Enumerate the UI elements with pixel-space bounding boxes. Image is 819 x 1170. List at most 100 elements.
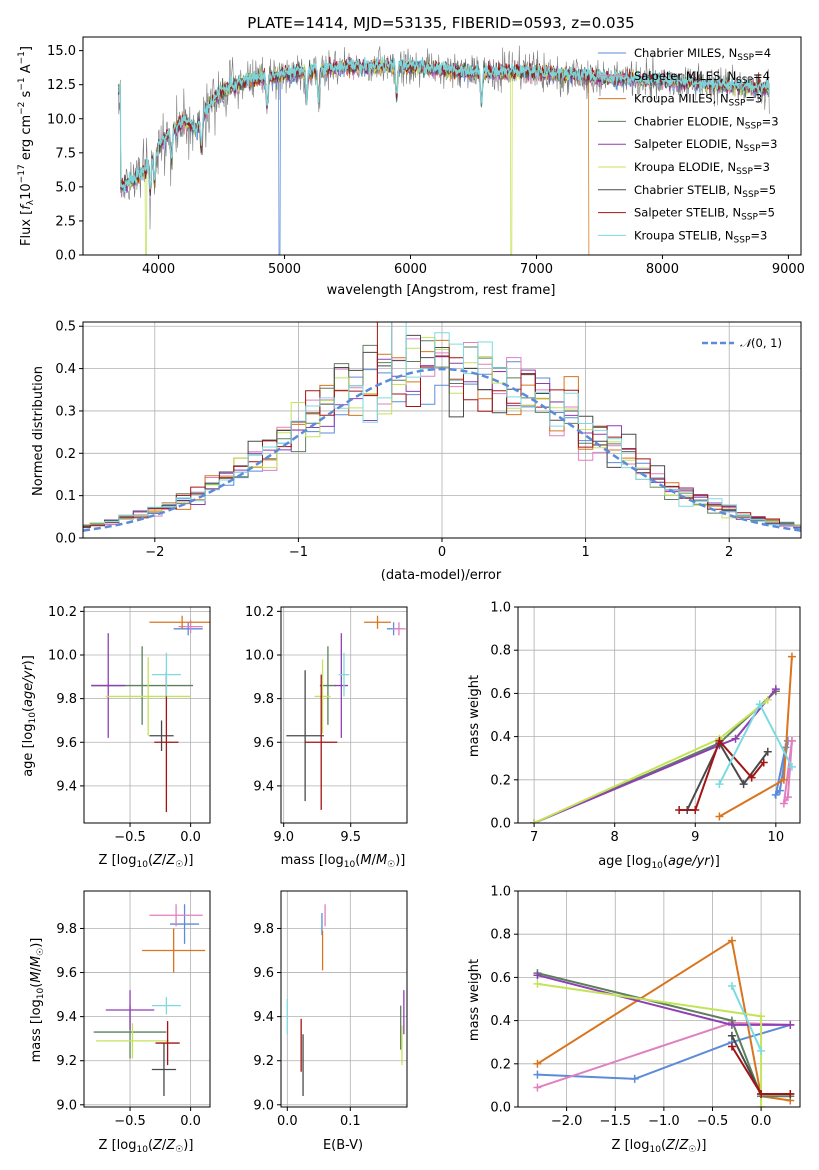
x-tick-label: 8000 bbox=[646, 262, 679, 277]
mass-weight-marker bbox=[533, 1070, 542, 1079]
legend-count: =3 bbox=[750, 228, 767, 242]
mass-weight-line bbox=[537, 972, 791, 1098]
plot-area bbox=[286, 615, 406, 810]
spectrum-ylabel: Flux [fλ10−17 erg cm−2 s−1 A−1] bbox=[17, 46, 36, 246]
x-tick-label: −1.5 bbox=[599, 1114, 631, 1129]
model-spectrum bbox=[117, 56, 770, 193]
mass-weight-line bbox=[730, 985, 763, 1052]
mass-weight-marker bbox=[763, 747, 772, 756]
plot-area bbox=[117, 45, 770, 255]
mass-weight-marker bbox=[779, 775, 788, 784]
x-tick-label: 9.5 bbox=[340, 830, 361, 845]
spectrum-legend-label: Kroupa ELODIE, NSSP=3 bbox=[634, 160, 770, 177]
mass-weight-marker bbox=[757, 1103, 766, 1107]
y-tick-label: 9.2 bbox=[253, 1054, 274, 1069]
mass-weight-marker bbox=[779, 799, 788, 808]
legend-count: =4 bbox=[753, 69, 770, 83]
x-tick-label: 10 bbox=[768, 830, 785, 845]
mass-weight-marker bbox=[727, 936, 736, 945]
y-tick-label: 10.0 bbox=[48, 649, 77, 664]
y-tick-label: 10.0 bbox=[245, 649, 274, 664]
plot-area bbox=[91, 615, 210, 813]
mass-weight-marker bbox=[763, 695, 772, 704]
y-tick-label: 15.0 bbox=[47, 44, 76, 59]
metallicity-age-panel: −0.5 0.0 9.4 9.6 9.8 10.0 10.2 bbox=[48, 605, 211, 845]
y-tick-label: 2.5 bbox=[55, 214, 76, 229]
mass-weight-line bbox=[686, 740, 769, 811]
plot-area bbox=[530, 652, 796, 823]
spectrum-legend-label: Chabrier STELIB, NSSP=5 bbox=[634, 183, 776, 200]
y-tick-label: 0.0 bbox=[490, 817, 511, 832]
metallicity-massweight-panel: −2.0 −1.5 −1.0 −0.5 0.0 0.0 0.2 0.4 0.6 0.8 1.0 bbox=[490, 885, 801, 1129]
residual-histogram-steps bbox=[83, 334, 801, 528]
legend-count: =5 bbox=[759, 183, 776, 197]
plot-area bbox=[83, 322, 801, 532]
legend-count: =4 bbox=[754, 46, 771, 60]
x-tick-label: 0.1 bbox=[340, 1114, 361, 1129]
mass-weight-line bbox=[782, 740, 793, 805]
y-tick-label: 0.4 bbox=[55, 362, 76, 377]
x-tick-label: 0.0 bbox=[277, 1114, 298, 1129]
y-tick-label: 0.8 bbox=[490, 928, 511, 943]
x-tick-label: 2 bbox=[725, 545, 733, 560]
y-tick-label: 0.1 bbox=[55, 489, 76, 504]
mass-weight-marker bbox=[739, 780, 748, 789]
y-tick-label: 9.6 bbox=[56, 966, 77, 981]
histogram-ylabel: Normed distribution bbox=[31, 366, 46, 496]
legend-subscript: SSP bbox=[734, 235, 751, 245]
normal-curve-legend-label: 𝒩(0, 1) bbox=[740, 336, 782, 350]
legend-subscript: SSP bbox=[736, 76, 753, 86]
legend-count: =5 bbox=[758, 206, 775, 220]
y-tick-label: 9.8 bbox=[253, 922, 274, 937]
y-tick-label: 0.0 bbox=[55, 249, 76, 264]
mass-weight-marker bbox=[787, 652, 796, 661]
x-tick-label: −0.5 bbox=[114, 1114, 146, 1129]
spectrum-legend-label: Chabrier ELODIE, NSSP=3 bbox=[634, 114, 779, 131]
x-tick-label: 0.0 bbox=[180, 830, 201, 845]
mass-weight-marker bbox=[786, 1020, 795, 1029]
axes-frame bbox=[280, 606, 408, 824]
mass-weight-marker bbox=[783, 793, 792, 802]
mass-weight-marker bbox=[530, 819, 539, 823]
y-tick-label: 9.6 bbox=[56, 736, 77, 751]
massage-xlabel: mass [log10(M/M☉)] bbox=[281, 853, 406, 870]
mass-weight-marker bbox=[747, 773, 756, 782]
y-tick-label: 0.2 bbox=[490, 773, 511, 788]
x-tick-label: 8 bbox=[611, 830, 619, 845]
mass-weight-marker bbox=[715, 736, 724, 745]
spectrum-title: PLATE=1414, MJD=53135, FIBERID=0593, z=0… bbox=[247, 14, 634, 32]
mass-weight-marker bbox=[755, 700, 764, 709]
zw-xlabel: Z [log10(Z/Z☉)] bbox=[612, 1138, 707, 1155]
spectrum-legend-label: Kroupa STELIB, NSSP=3 bbox=[634, 228, 767, 245]
spectrum-legend: Chabrier MILES, NSSP=4 Salpeter MILES, NS… bbox=[598, 46, 779, 245]
x-tick-label: 0.0 bbox=[180, 1114, 201, 1129]
spectrum-legend-label: Chabrier MILES, NSSP=4 bbox=[634, 46, 771, 63]
legend-count: =3 bbox=[762, 114, 779, 128]
x-tick-label: 4000 bbox=[142, 262, 175, 277]
y-tick-label: 9.6 bbox=[253, 966, 274, 981]
x-tick-label: −0.5 bbox=[114, 830, 146, 845]
axes-frame bbox=[83, 606, 211, 824]
ebv-mass-panel: 0.0 0.1 9.0 9.2 9.4 9.6 9.8 bbox=[253, 890, 408, 1129]
axes-frame bbox=[82, 36, 802, 256]
y-tick-label: 9.8 bbox=[56, 922, 77, 937]
agew-xlabel: age [log10(age/yr)] bbox=[598, 854, 720, 871]
mass-weight-marker bbox=[727, 1020, 736, 1029]
zmass-ylabel: mass [log10(M/M☉)] bbox=[29, 938, 46, 1063]
x-tick-label: 9 bbox=[691, 830, 699, 845]
mass-weight-marker bbox=[533, 1083, 542, 1092]
mass-weight-marker bbox=[771, 790, 780, 799]
mass-weight-line bbox=[533, 690, 777, 823]
mass-weight-marker bbox=[675, 806, 684, 815]
y-tick-label: 9.0 bbox=[253, 1098, 274, 1113]
spectrum-legend-label: Salpeter MILES, NSSP=4 bbox=[634, 69, 770, 86]
legend-subscript: SSP bbox=[742, 190, 759, 200]
y-tick-label: 10.2 bbox=[48, 605, 77, 620]
y-tick-label: 9.8 bbox=[56, 692, 77, 707]
x-tick-label: 1 bbox=[581, 545, 589, 560]
mass-weight-marker bbox=[715, 812, 724, 821]
mass-weight-marker bbox=[630, 1074, 639, 1083]
y-tick-label: 1.0 bbox=[490, 601, 511, 616]
mass-weight-marker bbox=[691, 806, 700, 815]
